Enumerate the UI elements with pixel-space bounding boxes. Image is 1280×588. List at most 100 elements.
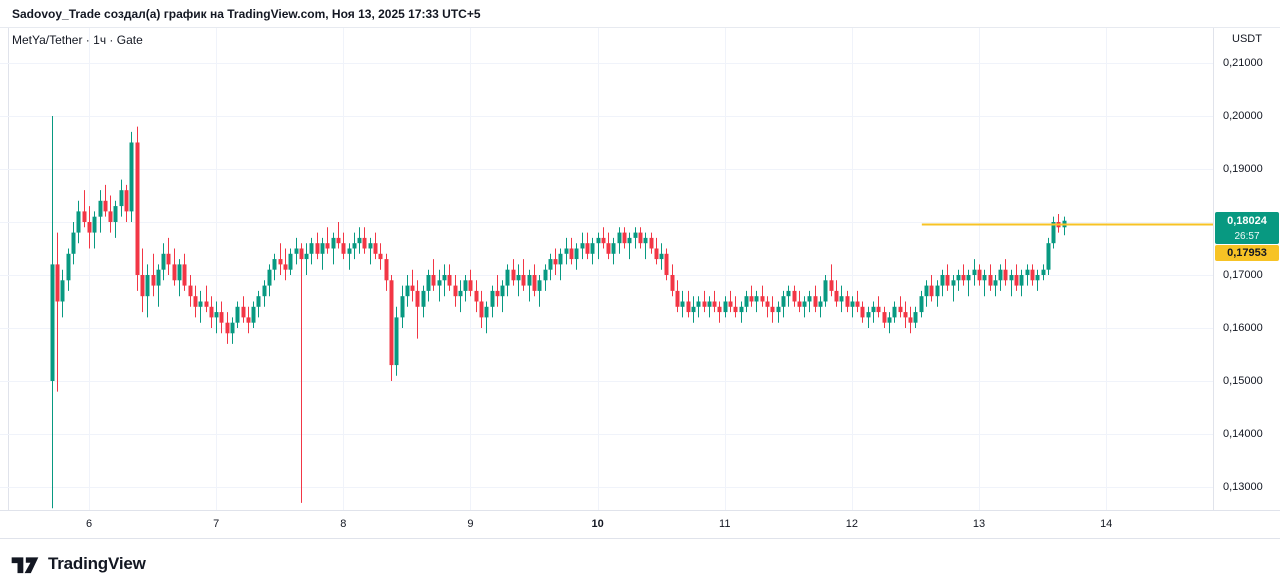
price-scale-label: 0,15000 [1223,374,1263,387]
candle-body [951,280,956,286]
candle-body [516,274,521,281]
candle-body [749,296,754,302]
candle-body [511,269,516,281]
candle-body [966,274,971,281]
candle-body [654,248,659,260]
candle-body [230,322,235,334]
chart-region: MetYa/Tether · 1ч · Gate USDT 0,18024 26… [0,28,1280,538]
candle-body [505,269,510,286]
candle-body [479,301,484,318]
candle-body [569,248,574,260]
price-scale-label: 0,14000 [1223,427,1263,440]
candle-body [839,296,844,302]
candle-body [331,237,336,249]
candle-body [272,259,277,270]
candle-body [988,274,993,286]
candle-body [299,248,304,260]
candle-body [537,280,542,291]
candle-body [98,200,103,217]
candle-body [558,253,563,265]
candle-body [453,285,458,297]
candle-body [87,221,92,233]
candle-body [294,248,299,254]
time-scale[interactable]: 6 7 8 9 10 11 12 13 14 [0,510,1280,538]
candle-body [564,248,569,254]
price-scale-label: 0,19000 [1223,162,1263,175]
candle-body [850,301,855,307]
candle-body [664,253,669,275]
time-scale-label: 9 [467,518,474,530]
time-scale-label: 14 [1100,518,1113,530]
candle-body [1025,269,1030,275]
attribution-bar: Sadovoy_Trade создал(а) график на Tradin… [0,0,1280,28]
candle-body [776,306,781,313]
candle-body [622,232,627,244]
drawing-price-badge: 0,17953 [1215,244,1279,261]
candle-body [770,306,775,313]
candle-body [982,274,987,281]
candle-body [166,253,171,265]
candle-body [813,296,818,307]
candle-body [972,269,977,275]
plot-left-border [8,28,9,510]
candle-body [961,274,966,281]
candle-body [659,253,664,260]
candle-body [638,232,643,244]
time-scale-label: 7 [213,518,220,530]
candle-body [60,280,65,302]
candle-body [723,301,728,313]
candle-body [315,243,320,254]
candle-body [855,301,860,307]
candle-body [103,200,108,212]
candle-body [1014,274,1019,286]
candle-body [262,285,267,297]
candle-body [468,280,473,291]
candle-body [113,206,118,222]
candle-body [876,306,881,313]
candle-body [585,243,590,254]
candle-body [686,301,691,313]
candle-body [919,296,924,313]
footer-bar: TradingView [0,538,1280,588]
candle-body [527,274,532,286]
price-scale-label: 0,16000 [1223,321,1263,334]
candle-body [447,274,452,286]
candle-body [908,317,913,323]
candle-body [490,290,495,307]
bar-countdown: 26:57 [1234,230,1260,242]
candle-body [696,301,701,307]
candle-body [887,317,892,323]
time-scale-label: 13 [972,518,986,530]
candle-body [792,290,797,302]
attribution-text: Sadovoy_Trade создал(а) график на Tradin… [12,7,481,21]
candle-body [251,306,256,323]
candle-body [670,274,675,291]
candle-body [913,312,918,323]
candle-body [1009,274,1014,281]
candle-body [108,211,113,222]
candle-body [574,248,579,260]
candle-body [495,290,500,297]
candle-body [129,142,134,212]
candle-body [204,301,209,307]
candle-body [940,274,945,286]
candle-body [760,296,765,302]
candle-body [892,306,897,318]
candle-body [823,280,828,302]
time-scale-label: 11 [719,518,731,530]
price-scale[interactable]: USDT 0,18024 26:57 0,17953 0,21000 0,2000… [1213,28,1280,510]
candle-body [807,296,812,302]
candle-body [267,269,272,286]
tradingview-brand-link[interactable]: TradingView [10,552,146,576]
candle-body [548,259,553,270]
candle-body [214,312,219,318]
candle-body [50,264,55,381]
candle-body [733,306,738,313]
candle-body [384,259,389,281]
price-scale-label: 0,17000 [1223,268,1263,281]
price-scale-label: 0,20000 [1223,109,1263,122]
candlestick-plot[interactable] [0,28,1213,510]
candle-body [882,312,887,323]
price-scale-label: 0,21000 [1223,56,1263,69]
